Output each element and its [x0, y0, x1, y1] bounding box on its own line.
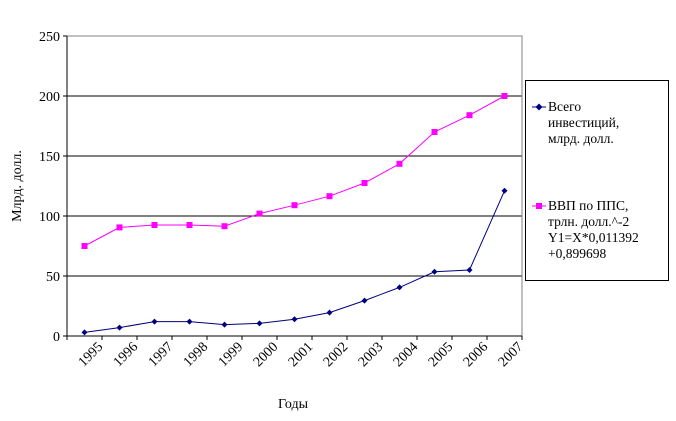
data-point [361, 180, 368, 186]
legend-diamond-marker-icon [532, 103, 546, 111]
legend-label-line: млрд. долл. [548, 131, 614, 146]
x-tick-label: 1995 [76, 340, 106, 370]
x-tick-label: 1996 [111, 340, 141, 370]
x-axis-label: Годы [278, 397, 309, 412]
legend-label-gdp-ppp: ВВП по ППС, трлн. долл.^-2 Y1=X*0,011392 +0… [548, 198, 670, 262]
x-tick-label: 2000 [251, 340, 281, 370]
y-tick-label: 100 [39, 210, 60, 225]
legend-label-line: ВВП по ППС, [548, 198, 629, 213]
x-tick-label: 1997 [146, 340, 176, 370]
data-point [396, 160, 403, 167]
data-point [186, 318, 193, 325]
data-point [431, 268, 438, 275]
data-point [466, 267, 473, 273]
y-tick-label: 200 [39, 90, 60, 105]
data-point [431, 129, 438, 135]
data-point [151, 318, 158, 325]
data-point [151, 222, 158, 228]
data-point [501, 93, 508, 99]
data-point [81, 329, 88, 336]
x-tick-label: 2005 [426, 340, 456, 370]
legend-square-marker-icon [532, 203, 546, 209]
x-tick-label: 2004 [391, 340, 421, 370]
x-tick-label: 2006 [461, 340, 491, 370]
data-point [221, 321, 228, 328]
x-tick-label: 2002 [321, 340, 351, 370]
data-point [501, 187, 508, 194]
gridlines [67, 35, 522, 277]
series-line [84, 190, 505, 333]
legend-label-line: Всего [548, 99, 582, 114]
x-tick-label: 2007 [496, 340, 526, 370]
plot-area-border [66, 35, 523, 337]
series-line [84, 95, 505, 247]
legend-label-line: трлн. долл.^-2 [548, 214, 630, 229]
data-point [326, 309, 333, 316]
x-tick-labels: 1995 1996 1997 1998 1999 2000 2001 2002 2003 2004… [76, 340, 526, 370]
data-point [116, 224, 123, 231]
data-point [116, 324, 123, 331]
y-tick-label: 50 [46, 270, 60, 285]
data-point [291, 202, 298, 209]
data-point [466, 112, 473, 119]
x-tick-label: 2001 [286, 340, 316, 370]
data-point [326, 193, 333, 200]
x-tick-label: 1999 [216, 340, 246, 370]
y-tick-labels: 0 50 100 150 200 250 [39, 30, 60, 345]
legend-label-line: +0,899698 [548, 246, 607, 261]
series-layer [81, 93, 508, 336]
legend: Всего инвестиций, млрд. долл. ВВП по ППС, т… [525, 80, 669, 281]
series-0 [81, 187, 508, 336]
data-point [81, 243, 88, 249]
legend-label-line: Y1=X*0,011392 [548, 230, 639, 245]
y-axis-label: Млрд. долл. [10, 150, 25, 222]
data-point [256, 210, 263, 217]
data-point [221, 223, 228, 230]
data-point [256, 320, 263, 327]
legend-label-total-investment: Всего инвестиций, млрд. долл. [548, 99, 670, 147]
y-tick-label: 150 [39, 150, 60, 165]
series-1 [81, 93, 508, 249]
x-tick-label: 2003 [356, 340, 386, 370]
data-point [186, 222, 193, 228]
data-point [396, 284, 403, 291]
legend-label-line: инвестиций, [548, 115, 620, 130]
data-point [291, 316, 298, 323]
x-tick-label: 1998 [181, 340, 211, 370]
y-tick-label: 0 [53, 330, 60, 345]
data-point [361, 297, 368, 304]
axes [63, 35, 523, 340]
y-tick-label: 250 [39, 30, 60, 45]
